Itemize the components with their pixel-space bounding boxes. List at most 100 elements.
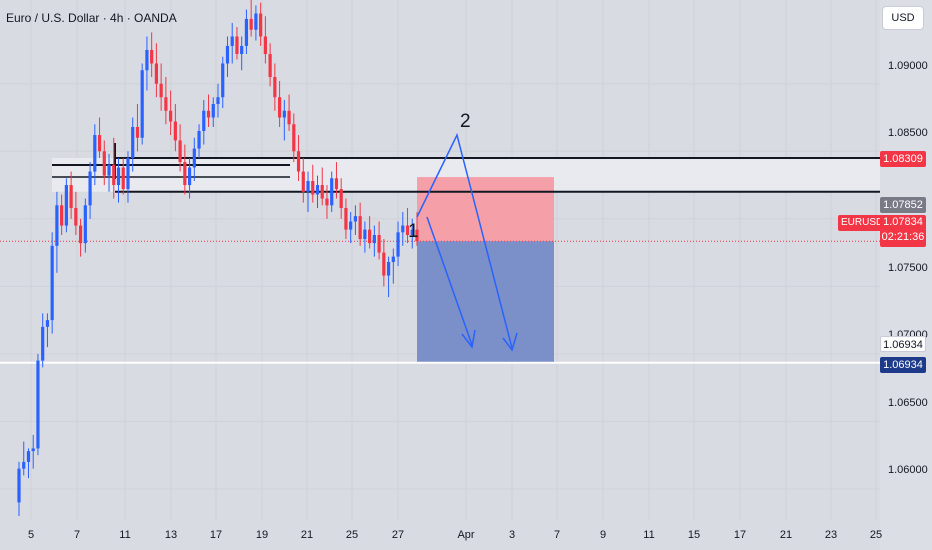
candle-body (339, 189, 343, 208)
candle-body (135, 126, 140, 138)
candle-body (154, 63, 159, 84)
candle-body (415, 229, 419, 242)
candle (363, 221, 367, 253)
chart-title: Euro / U.S. Dollar · 4h · OANDA (6, 11, 177, 25)
candle-body (187, 167, 192, 186)
candle (26, 448, 31, 479)
candle-body (259, 13, 263, 37)
price-tick: 1.07500 (888, 262, 928, 274)
candle-body (363, 229, 367, 240)
candle-body (150, 49, 154, 64)
candle-body (216, 97, 220, 104)
candle (225, 36, 230, 77)
candle (135, 104, 140, 152)
candle (187, 158, 192, 199)
candle-body (83, 205, 87, 244)
take-profit-box[interactable] (417, 241, 554, 363)
candle-body (197, 131, 201, 149)
candle-body (178, 140, 182, 163)
candle (405, 208, 410, 244)
time-tick: 5 (27, 529, 35, 541)
candle-body (145, 49, 149, 71)
candle (386, 256, 391, 298)
candle (240, 36, 244, 71)
candle (282, 99, 286, 141)
currency-button[interactable]: USD (882, 6, 924, 30)
symbol-tag: EURUSD (838, 215, 887, 231)
projection-line-secondary[interactable] (426, 216, 473, 346)
candle-body (69, 185, 73, 208)
candle (301, 158, 305, 203)
candle (36, 353, 40, 456)
candle (93, 124, 97, 186)
candle (78, 218, 83, 257)
candle-body (112, 164, 116, 186)
candle (339, 178, 343, 219)
candle-body (296, 151, 301, 172)
arrowhead-secondary (461, 329, 476, 349)
candle (277, 81, 282, 127)
candle-body (405, 225, 410, 236)
candle (22, 441, 26, 476)
candle (154, 43, 159, 98)
candle-body (301, 171, 305, 192)
candle-body (254, 13, 258, 30)
candle (230, 22, 234, 64)
candle-body (358, 216, 362, 240)
candle-body (282, 110, 286, 118)
time-tick: 17 (209, 529, 223, 541)
candle-body (320, 185, 324, 199)
candle-body (26, 451, 31, 462)
candle-body (225, 45, 230, 64)
candle (216, 83, 220, 118)
candle (173, 104, 177, 152)
candle-body (206, 110, 211, 118)
candle (164, 76, 168, 125)
candle (112, 137, 116, 199)
price-tick: 1.09000 (888, 60, 928, 72)
candle-body (277, 97, 282, 118)
candle-body (36, 360, 40, 449)
candle (263, 16, 267, 64)
price-axis-panel[interactable] (880, 0, 932, 550)
candle-body (60, 205, 64, 226)
candle (140, 63, 144, 145)
candle-body (410, 229, 414, 236)
forecast-path[interactable] (416, 132, 518, 352)
candle-body (382, 252, 386, 276)
candle-body (64, 185, 68, 226)
candle (178, 124, 182, 172)
price-tick: 1.06500 (888, 397, 928, 409)
candle-body (31, 448, 35, 452)
candle-body (240, 45, 244, 55)
candle-body (330, 178, 334, 206)
candle (192, 137, 196, 181)
candle (334, 162, 339, 199)
time-tick: 23 (824, 529, 838, 541)
candle-body (268, 54, 272, 77)
candle-body (311, 180, 315, 195)
candles (17, 0, 419, 516)
candle-body (126, 158, 130, 190)
candle (396, 221, 400, 267)
candle-body (50, 245, 54, 321)
candle (391, 248, 395, 284)
projection-line-primary[interactable] (416, 132, 513, 349)
grid (0, 0, 880, 520)
arrowhead-primary (502, 332, 518, 352)
time-tick: 21 (300, 529, 314, 541)
candle (235, 27, 239, 60)
candle (31, 434, 35, 469)
candle-body (292, 124, 296, 152)
candle-body (344, 208, 348, 230)
candle-body (372, 235, 376, 244)
stop-loss-box[interactable] (417, 177, 554, 242)
candle-body (334, 178, 339, 190)
candle-body (230, 36, 234, 46)
candle (211, 97, 215, 127)
candle (268, 43, 272, 87)
candle-body (116, 167, 121, 186)
candle (287, 94, 291, 132)
